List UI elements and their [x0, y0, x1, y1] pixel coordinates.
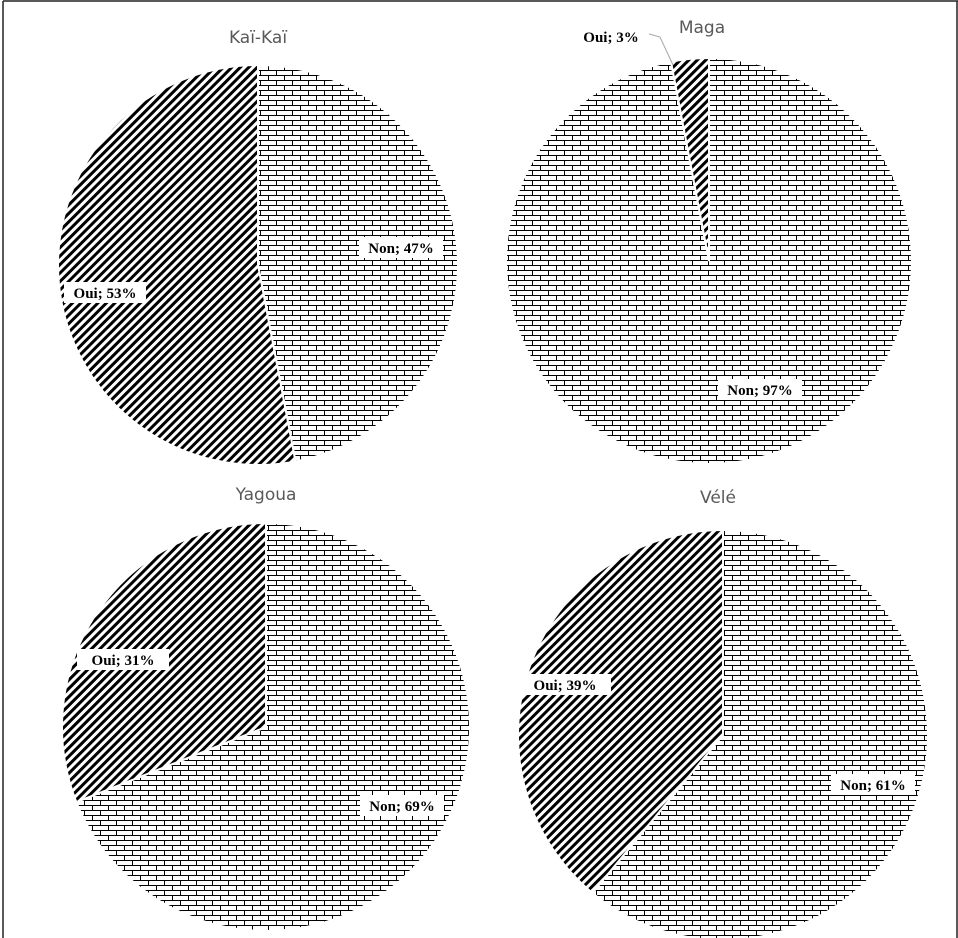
- data-label-text: Oui; 39%: [534, 678, 597, 694]
- data-label-text: Oui; 3%: [583, 30, 638, 46]
- data-label-non: Non; 47%: [359, 237, 443, 258]
- data-label-oui: Oui; 39%: [519, 674, 611, 695]
- data-label-box: [359, 237, 443, 258]
- data-label-oui: Oui; 3%: [583, 30, 638, 46]
- data-label-text: Non; 61%: [840, 778, 905, 794]
- leader-line: [648, 33, 674, 66]
- pie-chart-kai-kai: Kaï-Kaï Non; 47% Oui; 53%: [57, 28, 460, 466]
- data-label-text: Oui; 31%: [92, 653, 155, 669]
- pie-chart-yagoua: Yagoua Oui; 31% Non; 69%: [61, 485, 471, 932]
- chart-title: Vélé: [700, 488, 736, 508]
- data-label-text: Non; 47%: [368, 241, 433, 257]
- pie-chart-vele: Vélé Oui; 39% Non; 61%: [517, 488, 929, 938]
- pie-slice-oui: [57, 63, 297, 466]
- data-label-box: [360, 795, 444, 816]
- pie-slice-oui: [517, 528, 724, 895]
- pie-slice-non: [75, 521, 471, 932]
- pie-slice-non: [257, 63, 460, 463]
- data-label-text: Oui; 53%: [74, 286, 137, 302]
- data-label-oui: Oui; 53%: [64, 282, 146, 303]
- chart-title: Maga: [679, 18, 725, 38]
- data-label-box: [77, 649, 169, 670]
- data-label-box: [831, 774, 915, 795]
- data-label-non: Non; 69%: [360, 795, 444, 816]
- data-label-text: Non; 97%: [727, 383, 792, 399]
- pie-chart-maga: Maga Oui; 3% Non; 97%: [505, 18, 914, 465]
- pie-slice-non: [590, 528, 929, 938]
- data-label-non: Non; 61%: [831, 774, 915, 795]
- data-label-oui: Oui; 31%: [77, 649, 169, 670]
- chart-title: Yagoua: [235, 485, 297, 505]
- chart-title: Kaï-Kaï: [229, 28, 287, 48]
- data-label-text: Non; 69%: [369, 799, 434, 815]
- data-label-box: [718, 379, 802, 400]
- data-label-non: Non; 97%: [718, 379, 802, 400]
- data-label-box: [64, 282, 146, 303]
- data-label-box: [519, 674, 611, 695]
